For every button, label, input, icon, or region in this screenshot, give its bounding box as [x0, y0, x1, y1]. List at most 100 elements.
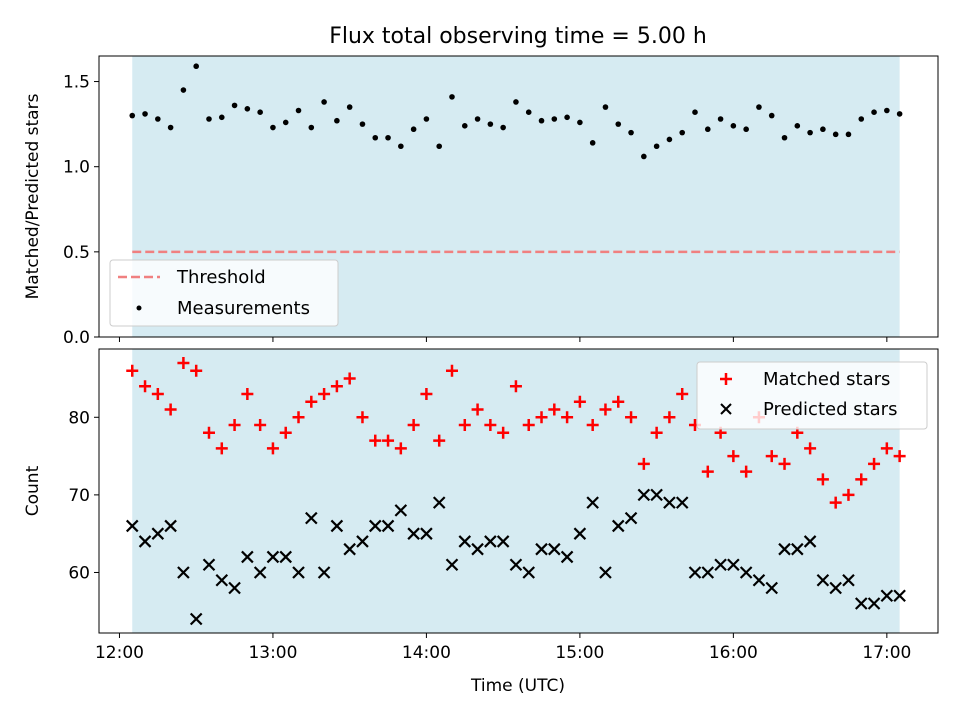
measurement-point	[730, 123, 737, 129]
predicted-star-point	[241, 550, 254, 564]
bottom-plot-frame	[98, 348, 939, 634]
predicted-star-point	[138, 535, 152, 548]
matched-star-point	[433, 434, 446, 447]
predicted-star-point	[125, 519, 139, 533]
top-y-tick-label: 1.5	[63, 73, 90, 93]
legend-predicted-label: Predicted stars	[763, 399, 897, 420]
predicted-star-point	[496, 535, 510, 548]
predicted-star-point	[202, 558, 216, 571]
matched-star-point	[509, 380, 522, 393]
measurement-point	[142, 111, 148, 117]
predicted-star-point	[880, 589, 894, 603]
predicted-star-point	[305, 511, 318, 525]
chart-title: Flux total observing time = 5.00 h	[329, 24, 707, 49]
matched-star-point	[842, 488, 855, 501]
bottom-panel: 60 70 80 12:00 13:00 14:00 15:00 16:00 17:00 Co…	[23, 348, 939, 696]
measurement-point	[398, 143, 404, 150]
matched-star-point	[151, 388, 164, 401]
matched-star-point	[445, 364, 458, 377]
matched-star-point	[394, 442, 407, 455]
measurement-point	[628, 129, 634, 136]
measurement-point	[180, 87, 187, 93]
predicted-star-point	[420, 527, 433, 540]
measurement-point	[704, 126, 711, 133]
predicted-star-point	[829, 581, 842, 595]
matched-star-point	[471, 403, 484, 416]
matched-star-point	[586, 419, 599, 432]
predicted-star-point	[509, 558, 523, 571]
measurement-point	[359, 121, 366, 127]
measurement-point	[692, 109, 698, 115]
measurement-point	[449, 94, 455, 100]
predicted-star-point	[330, 519, 344, 533]
measurement-point	[308, 124, 315, 131]
matched-star-point	[829, 496, 842, 509]
matched-star-point	[228, 419, 241, 432]
predicted-star-point	[535, 542, 548, 556]
measurement-point	[206, 116, 212, 122]
matched-star-point	[497, 426, 510, 439]
matched-star-point	[740, 465, 753, 478]
predicted-star-point	[432, 496, 446, 509]
matched-star-point	[318, 388, 331, 401]
measurement-point	[871, 109, 877, 115]
predicted-star-point	[445, 558, 459, 571]
legend-measurement-dot-icon	[136, 305, 142, 311]
matched-star-point	[279, 426, 292, 439]
measurement-point	[500, 124, 506, 131]
measurement-point	[615, 121, 622, 127]
x-tick-label: 12:00	[95, 643, 144, 663]
measurement-point	[218, 114, 225, 121]
x-tick-label: 15:00	[555, 643, 604, 663]
predicted-star-point	[407, 527, 420, 540]
x-tick-label: 17:00	[862, 643, 911, 663]
x-tick-label: 14:00	[402, 643, 451, 663]
matched-star-point	[663, 411, 676, 424]
matched-star-point	[458, 419, 471, 432]
measurement-point	[589, 140, 596, 146]
predicted-star-point	[381, 519, 395, 533]
measurement-point	[564, 114, 570, 121]
predicted-star-point	[228, 581, 241, 595]
measurement-point	[768, 112, 775, 119]
matched-star-point	[880, 442, 893, 455]
predicted-star-point	[279, 550, 293, 564]
predicted-star-point	[599, 566, 612, 579]
matched-star-point	[369, 434, 382, 447]
predicted-star-point	[893, 589, 906, 603]
matched-star-point	[804, 442, 817, 455]
bottom-y-axis-label: Count	[23, 465, 43, 516]
legend-predicted-x-icon	[720, 403, 732, 415]
predicted-star-point	[266, 550, 280, 564]
predicted-star-point	[637, 488, 651, 502]
predicted-star-point	[343, 542, 356, 556]
measurement-point	[641, 153, 647, 160]
matched-star-point	[727, 450, 740, 463]
predicted-star-point	[791, 542, 804, 556]
measurement-point	[653, 143, 660, 150]
legend-measurements-label: Measurements	[177, 298, 310, 319]
bot-y-tick-label: 60	[68, 563, 90, 583]
predicted-star-point	[765, 581, 779, 595]
predicted-star-point	[484, 535, 497, 548]
predicted-star-point	[458, 535, 472, 548]
predicted-star-point	[727, 558, 740, 571]
predicted-star-point	[586, 496, 599, 509]
measurement-point	[461, 123, 468, 129]
top-y-tick-label: 1.0	[63, 158, 90, 178]
matched-star-point	[266, 442, 279, 455]
predicted-star-point	[356, 535, 369, 548]
matched-star-point	[356, 411, 369, 424]
predicted-star-point	[522, 566, 536, 579]
matched-star-point	[676, 388, 689, 401]
measurement-point	[129, 112, 136, 119]
measurement-point	[321, 99, 327, 105]
measurement-point	[743, 126, 749, 133]
measurement-point	[884, 107, 890, 114]
matched-star-point	[343, 372, 356, 385]
measurement-point	[282, 119, 289, 126]
bot-y-tick-label: 80	[68, 408, 90, 428]
measurement-point	[538, 117, 545, 124]
predicted-star-point	[714, 558, 727, 571]
